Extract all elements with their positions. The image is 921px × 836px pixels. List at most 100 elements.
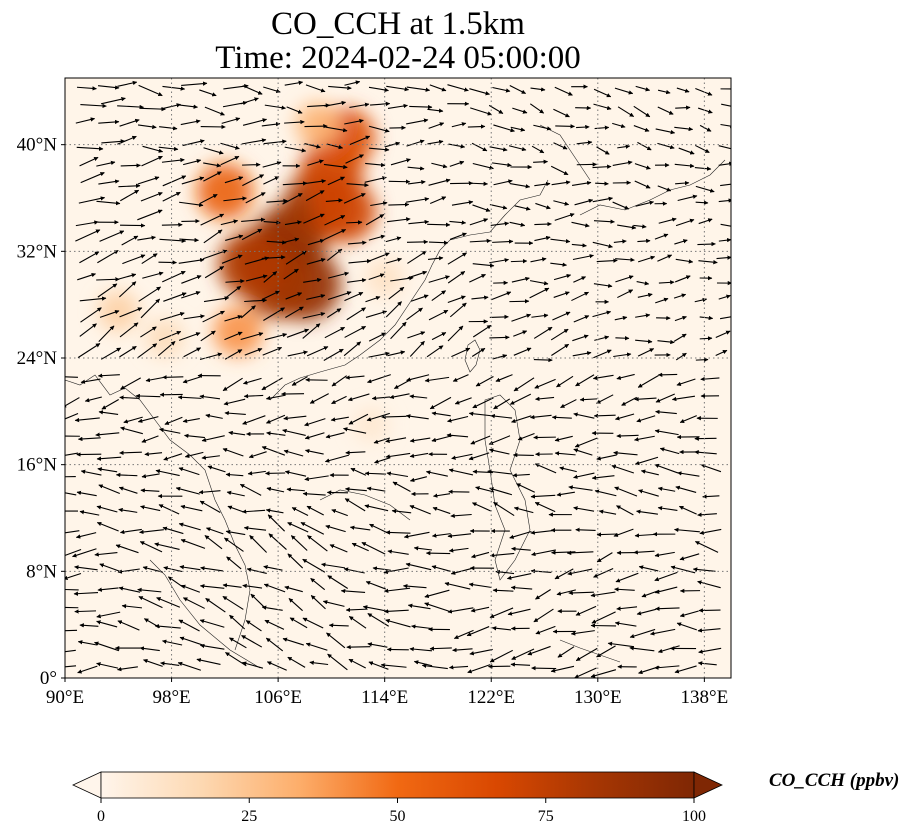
wind-arrow [472,162,494,170]
wind-arrow [346,307,366,321]
wind-arrow [181,176,205,185]
wind-arrow [242,377,262,385]
wind-arrow [512,107,528,114]
wind-arrow [349,525,371,531]
wind-arrow [553,142,568,150]
wind-arrow [596,645,616,658]
wind-arrow [224,285,242,300]
wind-arrow [489,552,515,558]
wind-arrow [241,634,263,648]
wind-arrow [451,122,467,128]
wind-arrow [305,448,324,455]
wind-arrow [678,505,697,515]
wind-arrow [117,620,140,631]
wind-arrow [593,103,612,111]
wind-arrow [261,121,281,127]
wind-arrow [120,426,143,435]
wind-arrow [250,593,265,608]
wind-arrow [261,377,283,391]
wind-arrow [266,431,286,436]
wind-arrow [303,277,322,283]
wind-arrow [326,248,343,262]
lat-tick-label: 0° [40,668,57,689]
wind-arrow [568,485,593,491]
co-plume-cell [213,306,263,357]
lon-tick-label: 138°E [681,687,729,708]
wind-arrow [489,487,513,496]
wind-arrow [489,314,509,320]
wind-arrow [699,315,714,321]
wind-arrow [348,413,369,425]
wind-arrow [241,228,263,241]
wind-arrow [452,374,469,382]
wind-arrow [472,204,491,212]
wind-arrow [65,588,79,591]
wind-arrow [510,126,526,132]
wind-arrow [447,415,469,423]
wind-arrow [634,435,655,442]
wind-arrow [655,297,669,304]
wind-arrow [181,291,201,299]
wind-arrow [454,397,472,405]
wind-arrow [159,427,181,434]
wind-arrow [700,376,720,382]
wind-arrow [615,572,639,583]
wind-arrow [676,87,690,93]
wind-arrow [348,258,372,264]
wind-arrow [286,487,305,492]
wind-arrow [364,504,389,512]
wind-arrow [424,602,449,612]
wind-arrow [201,455,220,460]
wind-arrow [510,662,531,667]
wind-arrow [201,435,225,443]
wind-arrow [469,273,486,283]
wind-arrow [163,453,183,461]
wind-arrow [488,435,511,445]
wind-arrow [221,254,243,264]
wind-arrow [223,398,246,406]
chart-subtitle-time: Time: 2024-02-24 05:00:00 [215,40,581,76]
wind-arrow [245,620,262,632]
wind-arrow [593,219,615,224]
wind-arrow [694,540,719,553]
wind-arrow [531,145,545,154]
wind-arrow [718,294,731,300]
colorbar-extend-low [72,771,102,799]
wind-arrow [428,275,450,283]
wind-arrow [244,347,263,356]
wind-arrow [573,448,593,456]
wind-arrow [305,190,325,202]
wind-arrow [695,185,715,193]
wind-arrow [98,484,120,495]
wind-arrow [385,236,402,243]
wind-arrow [673,293,687,299]
wind-arrow [424,589,450,599]
wind-arrow [162,639,183,646]
wind-arrow [428,178,451,186]
wind-arrow [242,415,266,425]
wind-arrow [533,608,554,623]
wind-arrow [676,622,697,631]
wind-arrow [596,394,614,404]
wind-arrow [511,648,535,660]
wind-arrow [79,156,99,167]
wind-arrow [282,637,304,646]
wind-arrow [228,430,246,436]
wind-arrow [325,198,343,203]
wind-arrow [261,290,280,301]
wind-arrow [679,415,697,423]
wind-arrow [718,145,731,150]
wind-arrow [617,106,635,118]
wind-arrow [425,470,448,477]
wind-arrow [287,656,306,668]
wind-arrow [637,238,651,244]
wind-arrow [368,125,390,133]
wind-arrow [429,396,452,410]
wind-arrow [554,213,575,221]
wind-arrow [575,527,596,533]
wind-arrow [552,311,571,321]
wind-arrow [509,183,531,189]
wind-arrow [403,531,430,539]
wind-arrow [431,290,446,301]
